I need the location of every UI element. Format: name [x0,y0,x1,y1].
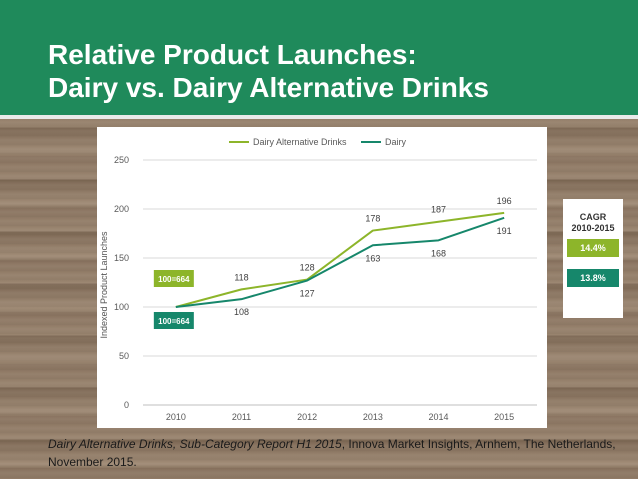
data-label-1-5: 191 [497,226,512,236]
source-details: , Innova Market Insights, Arnhem, The Ne… [48,437,616,469]
slide-header: Relative Product Launches: Dairy vs. Dai… [0,0,638,119]
chart-legend: Dairy Alternative Drinks Dairy [229,137,407,147]
y-tick-250: 250 [114,155,129,165]
x-tick-labels: 2010 2011 2012 2013 2014 2015 [166,412,514,422]
data-label-0-5: 196 [497,196,512,206]
cagr-dairy-alt-badge: 14.4% [567,239,619,257]
legend-label-0: Dairy Alternative Drinks [253,137,347,147]
legend-label-1: Dairy [385,137,407,147]
source-note: Dairy Alternative Drinks, Sub-Category R… [48,435,628,471]
x-tick-2014: 2014 [428,412,448,422]
x-tick-2012: 2012 [297,412,317,422]
y-tick-100: 100 [114,302,129,312]
base-badge-0 [153,270,194,287]
data-label-0-4: 187 [431,205,446,215]
y-tick-0: 0 [124,400,129,410]
data-label-1-4: 168 [431,248,446,258]
line-chart: 0 50 100 150 200 250 2010 2011 2012 2013 2014 2015… [99,137,537,422]
chart-panel: 0 50 100 150 200 250 2010 2011 2012 2013 2014 2015… [97,127,547,428]
base-labels: 100=664 100=664 [153,270,194,329]
data-label-0-1: 118 [234,272,248,282]
base-badge-label-1: 100=664 [158,317,190,326]
y-tick-150: 150 [114,253,129,263]
series-line-0 [175,211,505,308]
series-lines [175,211,505,308]
data-label-0-2: 128 [300,263,315,273]
cagr-dairy-badge: 13.8% [567,269,619,287]
data-label-1-3: 163 [365,253,380,263]
y-tick-50: 50 [119,351,129,361]
slide-title-line-2: Dairy vs. Dairy Alternative Drinks [48,72,489,103]
data-label-1-2: 127 [300,289,315,299]
data-labels: 118 128 178 187 196 108 127 163 168 191 [234,196,512,317]
cagr-title-line-2: 2010-2015 [571,223,615,233]
y-tick-200: 200 [114,204,129,214]
data-label-0-3: 178 [365,214,380,224]
base-badge-1 [153,312,194,329]
x-tick-2015: 2015 [494,412,514,422]
x-tick-2010: 2010 [166,412,186,422]
y-axis-label: Indexed Product Launches [99,231,109,339]
x-tick-2011: 2011 [232,412,251,422]
data-label-1-1: 108 [234,307,249,317]
series-line-1 [175,216,505,308]
slide-title: Relative Product Launches: Dairy vs. Dai… [48,38,489,104]
cagr-panel: CAGR 2010-2015 14.4% 13.8% [563,199,623,318]
y-tick-labels: 0 50 100 150 200 250 [114,155,129,410]
x-tick-2013: 2013 [363,412,383,422]
base-badge-label-0: 100=664 [158,275,190,284]
cagr-title-line-1: CAGR [579,212,607,222]
source-report-title: Dairy Alternative Drinks, Sub-Category R… [48,437,342,451]
cagr-title: CAGR 2010-2015 [563,212,623,234]
slide-title-line-1: Relative Product Launches: [48,39,417,70]
gridlines [143,159,537,406]
